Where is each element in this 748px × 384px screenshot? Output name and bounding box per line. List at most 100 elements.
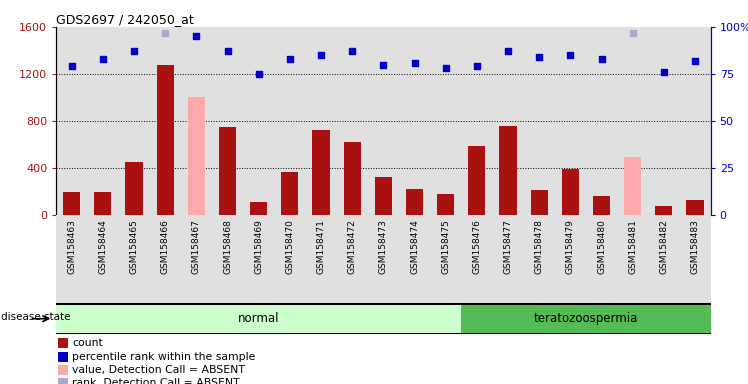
Text: value, Detection Call = ABSENT: value, Detection Call = ABSENT [73,365,245,375]
Point [595,56,607,62]
Bar [406,189,423,215]
Bar [94,192,111,215]
Bar [337,215,368,303]
Bar [56,27,88,215]
Bar [88,215,118,303]
Bar [126,162,143,215]
Point [533,54,545,60]
Point [627,30,639,36]
Text: GSM158471: GSM158471 [316,220,325,274]
Text: GDS2697 / 242050_at: GDS2697 / 242050_at [56,13,194,26]
Bar [188,98,205,215]
Bar [399,27,430,215]
Bar [275,27,305,215]
Bar [337,27,368,215]
Text: GSM158479: GSM158479 [565,220,575,274]
Bar [368,215,399,303]
Point [502,48,514,55]
Bar [468,146,485,215]
Text: percentile rank within the sample: percentile rank within the sample [73,351,256,362]
Point [57,340,69,346]
Bar [150,27,181,215]
Point [377,61,389,68]
Point [66,63,78,70]
Text: GSM158466: GSM158466 [161,220,170,274]
Point [408,60,420,66]
Point [564,52,576,58]
Bar [562,169,579,215]
Bar [586,27,617,215]
Text: GSM158474: GSM158474 [410,220,419,274]
Point [253,71,265,77]
Text: GSM158468: GSM158468 [223,220,232,274]
Bar [437,194,454,215]
Text: GSM158480: GSM158480 [597,220,606,274]
Bar [181,27,212,215]
Point [440,65,452,71]
Bar [63,192,80,215]
Bar [156,65,174,215]
Point [190,33,202,40]
Point [657,69,669,75]
Text: GSM158469: GSM158469 [254,220,263,274]
Point [57,380,69,384]
Text: GSM158475: GSM158475 [441,220,450,274]
Bar [243,27,275,215]
Bar [243,215,275,303]
Text: GSM158464: GSM158464 [98,220,108,274]
Text: GSM158481: GSM158481 [628,220,637,274]
Bar [492,215,524,303]
Point [346,48,358,55]
Bar [313,131,330,215]
Bar [56,215,88,303]
Bar [56,305,462,333]
Bar [250,202,267,215]
Point [284,56,296,62]
Bar [462,27,492,215]
Bar [399,215,430,303]
Bar [679,27,711,215]
Point [315,52,327,58]
Point [159,30,171,36]
Point [471,63,483,70]
Text: GSM158478: GSM158478 [535,220,544,274]
Bar [617,27,649,215]
Bar [375,177,392,215]
Bar [555,27,586,215]
Bar [679,215,711,303]
Bar [88,27,118,215]
Bar [586,215,617,303]
Bar [462,215,492,303]
Bar [212,215,243,303]
Bar [649,215,679,303]
Bar [500,126,517,215]
Bar [305,215,337,303]
Bar [524,215,555,303]
Bar [655,206,672,215]
Text: GSM158477: GSM158477 [503,220,512,274]
Text: count: count [73,338,103,348]
Point [57,367,69,373]
Bar [118,27,150,215]
Bar [212,27,243,215]
Bar [275,215,305,303]
Bar [430,27,462,215]
Text: teratozoospermia: teratozoospermia [534,311,638,324]
Bar [687,200,704,215]
Point [96,56,109,62]
Bar [462,305,711,333]
Bar [150,215,181,303]
Bar [649,27,679,215]
Text: GSM158482: GSM158482 [659,220,669,274]
Text: GSM158472: GSM158472 [348,220,357,274]
Bar [305,27,337,215]
Bar [555,215,586,303]
Text: GSM158476: GSM158476 [472,220,482,274]
Bar [492,27,524,215]
Bar [219,127,236,215]
Bar [430,215,462,303]
Bar [524,27,555,215]
Text: rank, Detection Call = ABSENT: rank, Detection Call = ABSENT [73,378,240,384]
Text: GSM158467: GSM158467 [191,220,201,274]
Text: GSM158465: GSM158465 [129,220,138,274]
